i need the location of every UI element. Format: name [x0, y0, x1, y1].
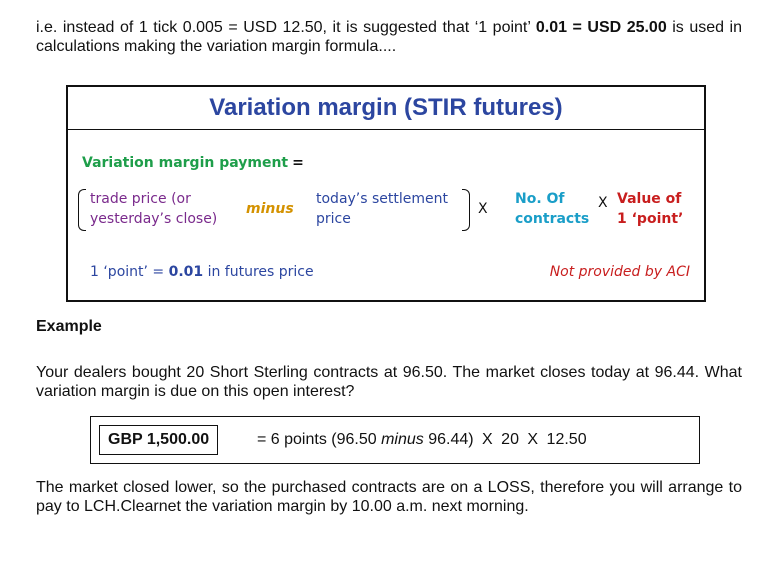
example-question: Your dealers bought 20 Short Sterling co…: [36, 364, 742, 400]
point-value-term: Value of 1 ‘point’: [617, 189, 683, 229]
settlement-price-term: today’s settlement price: [316, 189, 448, 229]
settlement-line-2: price: [316, 211, 351, 227]
times-operator-2: X: [598, 195, 608, 211]
point-note-value: 0.01: [168, 264, 204, 280]
left-bracket: [78, 189, 86, 231]
equals-sign: =: [292, 155, 304, 171]
contracts-line-2: contracts: [515, 211, 590, 227]
point-note-post: in futures price: [203, 264, 314, 280]
conclusion-paragraph: The market closed lower, so the purchase…: [36, 479, 742, 515]
point-value-line-1: Value of: [617, 191, 682, 207]
calc-value: 12.50: [546, 431, 587, 448]
trade-price-line-2: yesterday’s close): [90, 211, 218, 227]
intro-bold-value: 0.01 = USD 25.00: [535, 19, 667, 36]
settlement-line-1: today’s settlement: [316, 191, 449, 207]
right-bracket: [462, 189, 470, 231]
answer-value: GBP 1,500.00: [99, 425, 219, 455]
calc-times-1: X: [482, 431, 493, 448]
trade-price-line-1: trade price (or: [90, 191, 191, 207]
calc-contracts: 20: [501, 431, 519, 448]
calc-times-2: X: [527, 431, 539, 448]
calc-pre: = 6 points (96.50: [257, 431, 382, 448]
point-value-line-2: 1 ‘point’: [617, 211, 684, 227]
example-heading: Example: [36, 318, 102, 335]
payment-label-text: Variation margin payment: [82, 155, 289, 171]
trade-price-term: trade price (or yesterday’s close): [90, 189, 217, 229]
contracts-line-1: No. Of: [515, 191, 565, 207]
intro-text-2: is used in calculations making the varia…: [36, 19, 743, 55]
intro-text-1: i.e. instead of 1 tick 0.005 = USD 12.50…: [36, 19, 536, 36]
aci-note: Not provided by ACI: [549, 264, 690, 280]
times-operator-1: X: [478, 201, 488, 217]
answer-calculation: = 6 points (96.50 minus 96.44) X 20 X 12…: [257, 425, 587, 455]
contracts-term: No. Of contracts: [515, 189, 589, 229]
point-definition-note: 1 ‘point’ = 0.01 in futures price: [90, 262, 314, 282]
formula-title: Variation margin (STIR futures): [68, 87, 704, 130]
intro-paragraph: i.e. instead of 1 tick 0.005 = USD 12.50…: [36, 18, 742, 56]
point-note-pre: 1 ‘point’ =: [90, 264, 169, 280]
minus-operator: minus: [246, 201, 294, 217]
payment-label: Variation margin payment =: [82, 155, 304, 171]
calc-minus: minus: [381, 431, 424, 448]
calc-mid: 96.44): [423, 431, 474, 448]
answer-box: GBP 1,500.00 = 6 points (96.50 minus 96.…: [90, 416, 700, 464]
variation-margin-formula-box: Variation margin (STIR futures) Variatio…: [66, 85, 706, 302]
